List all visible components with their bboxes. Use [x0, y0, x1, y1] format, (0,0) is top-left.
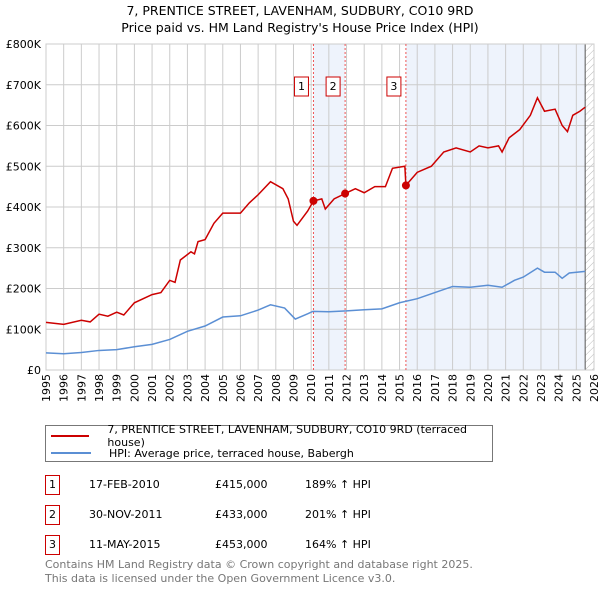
- x-tick-label: 2017: [429, 374, 442, 402]
- y-tick-label: £100K: [6, 323, 42, 336]
- y-tick-label: £500K: [6, 160, 42, 173]
- x-tick-label: 2004: [199, 374, 212, 402]
- x-tick-label: 2008: [270, 374, 283, 402]
- x-tick-label: 2010: [305, 374, 318, 402]
- y-tick-label: £300K: [6, 242, 42, 255]
- y-tick-label: £700K: [6, 79, 42, 92]
- y-tick-label: £800K: [6, 38, 42, 51]
- x-tick-label: 2026: [588, 374, 600, 402]
- x-tick-label: 2009: [287, 374, 300, 402]
- footer-copyright: Contains HM Land Registry data © Crown c…: [45, 558, 473, 571]
- x-tick-label: 2025: [570, 374, 583, 402]
- sale-label: 1: [298, 80, 305, 93]
- x-tick-label: 2023: [535, 374, 548, 402]
- transaction-row: 3 11-MAY-2015 £453,000 164% ↑ HPI: [45, 535, 445, 555]
- x-tick-label: 2003: [181, 374, 194, 402]
- x-tick-label: 2020: [482, 374, 495, 402]
- legend-swatch: [51, 452, 91, 454]
- legend-label: HPI: Average price, terraced house, Babe…: [109, 446, 354, 460]
- y-tick-label: £400K: [6, 201, 42, 214]
- x-tick-label: 2014: [376, 374, 389, 402]
- plot-border: [45, 43, 595, 371]
- series-line: [45, 267, 586, 355]
- transaction-row: 1 17-FEB-2010 £415,000 189% ↑ HPI: [45, 475, 445, 495]
- x-tick-label: 1999: [111, 374, 124, 402]
- x-tick-label: 1995: [40, 374, 53, 402]
- x-tick-label: 2006: [234, 374, 247, 402]
- x-tick-label: 1997: [75, 374, 88, 402]
- legend-item-hpi: HPI: Average price, terraced house, Babe…: [46, 445, 354, 461]
- x-tick-label: 2012: [341, 374, 354, 402]
- y-tick-label: £200K: [6, 283, 42, 296]
- x-tick-label: 2011: [323, 374, 336, 402]
- sale-label-box: [386, 76, 402, 97]
- y-tick-label: £0: [27, 364, 41, 377]
- x-tick-label: 2015: [394, 374, 407, 402]
- x-tick-label: 2022: [517, 374, 530, 402]
- transaction-marker: 1: [45, 475, 60, 495]
- y-tick-label: £600K: [6, 120, 42, 133]
- sale-point: [401, 181, 410, 190]
- x-tick-label: 2016: [411, 374, 424, 402]
- sale-label: 3: [390, 80, 397, 93]
- x-tick-label: 1998: [93, 374, 106, 402]
- transaction-price: £415,000: [215, 478, 268, 491]
- transaction-date: 30-NOV-2011: [89, 508, 163, 521]
- transaction-date: 17-FEB-2010: [89, 478, 160, 491]
- x-tick-label: 2021: [500, 374, 513, 402]
- sale-label-box: [293, 76, 309, 97]
- transaction-row: 2 30-NOV-2011 £433,000 201% ↑ HPI: [45, 505, 445, 525]
- transaction-price: £453,000: [215, 538, 268, 551]
- legend-label: 7, PRENTICE STREET, LAVENHAM, SUDBURY, C…: [107, 423, 468, 449]
- chart-title: 7, PRENTICE STREET, LAVENHAM, SUDBURY, C…: [126, 3, 474, 18]
- x-tick-label: 2024: [553, 374, 566, 402]
- x-tick-label: 1996: [58, 374, 71, 402]
- x-tick-label: 2013: [358, 374, 371, 402]
- sale-point: [309, 196, 318, 205]
- transaction-hpi: 189% ↑ HPI: [305, 478, 371, 491]
- x-tick-label: 2000: [128, 374, 141, 402]
- transaction-price: £433,000: [215, 508, 268, 521]
- price-chart: 1995 1996 1997 1998 1999 2000 2001 2002 2003 2004…: [6, 38, 600, 402]
- sale-label-box: [325, 76, 341, 97]
- sale-point: [341, 189, 350, 198]
- transaction-marker: 3: [45, 535, 60, 555]
- x-tick-label: 2007: [252, 374, 265, 402]
- x-tick-label: 2018: [447, 374, 460, 402]
- x-tick-label: 2001: [146, 374, 159, 402]
- footer-licence: This data is licensed under the Open Gov…: [45, 572, 396, 585]
- series-line: [45, 96, 586, 326]
- sale-label: 2: [330, 80, 337, 93]
- legend-item-property: 7, PRENTICE STREET, LAVENHAM, SUDBURY, C…: [46, 423, 492, 449]
- x-tick-label: 2002: [164, 374, 177, 402]
- transaction-hpi: 164% ↑ HPI: [305, 538, 371, 551]
- transaction-marker: 2: [45, 505, 60, 525]
- chart-subtitle: Price paid vs. HM Land Registry's House …: [121, 20, 479, 35]
- legend: 7, PRENTICE STREET, LAVENHAM, SUDBURY, C…: [45, 423, 493, 462]
- transaction-hpi: 201% ↑ HPI: [305, 508, 371, 521]
- transaction-date: 11-MAY-2015: [89, 538, 161, 551]
- x-tick-label: 2005: [217, 374, 230, 402]
- x-tick-label: 2019: [464, 374, 477, 402]
- legend-swatch: [51, 435, 90, 437]
